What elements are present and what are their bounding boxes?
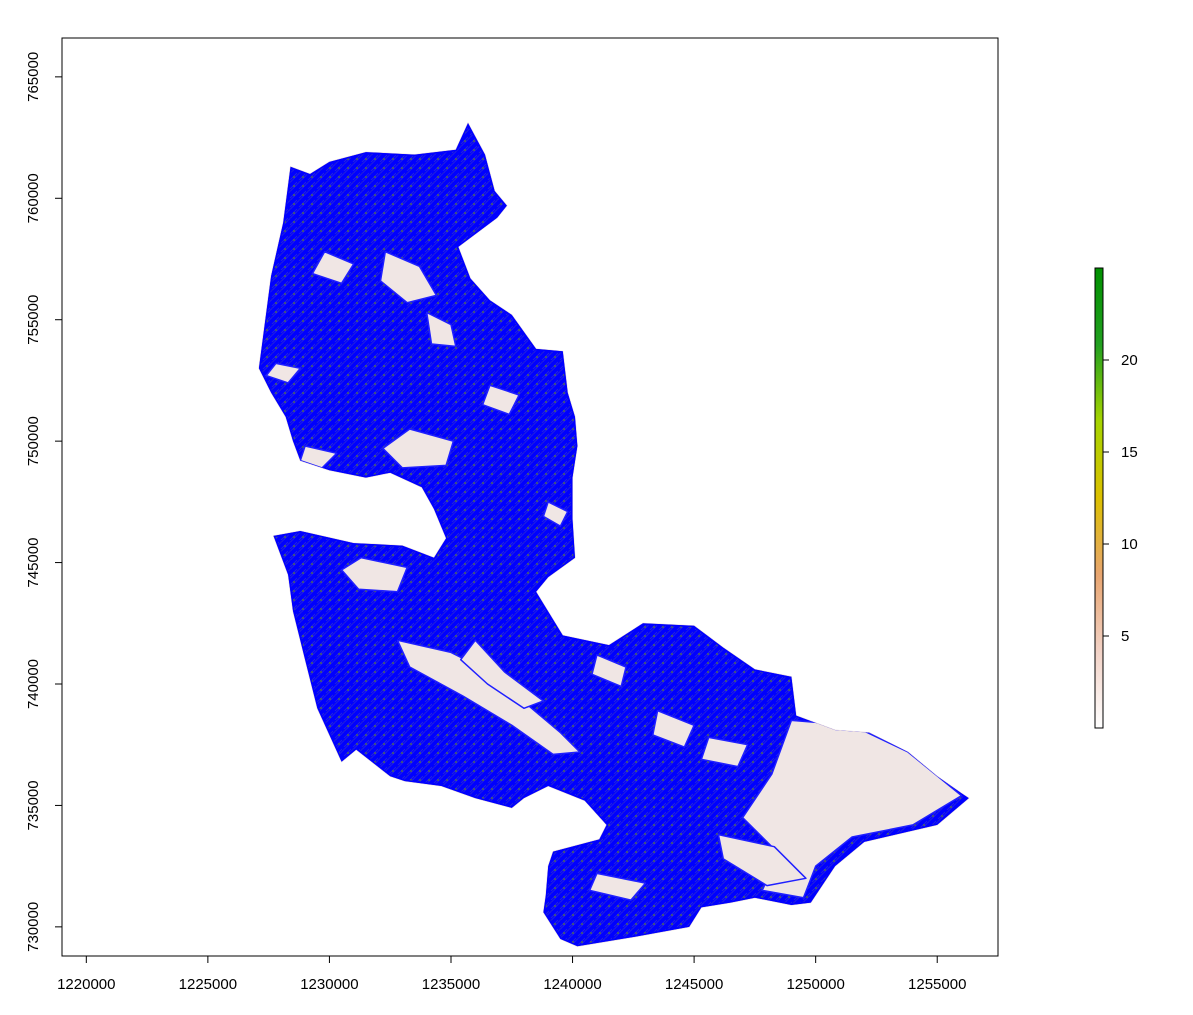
y-tick-label: 730000 <box>25 902 42 952</box>
y-axis: 730000 735000 740000 745000 750000 755000 7600… <box>25 52 63 952</box>
uncovered-area <box>717 833 807 887</box>
uncovered-area <box>588 872 647 901</box>
y-tick-label: 760000 <box>25 173 42 223</box>
x-axis: 1220000 1225000 1230000 1235000 1240000 12450… <box>57 955 966 993</box>
legend-tick-label: 20 <box>1121 352 1138 369</box>
uncovered-area <box>379 250 438 304</box>
uncovered-area <box>425 311 457 348</box>
uncovered-area <box>340 556 408 593</box>
x-tick-label: 1220000 <box>57 976 115 993</box>
y-tick-label: 735000 <box>25 780 42 830</box>
y-tick-label: 765000 <box>25 52 42 102</box>
uncovered-areas <box>265 250 963 901</box>
uncovered-area <box>311 250 355 285</box>
uncovered-area <box>591 654 627 688</box>
legend-ticks: 5 10 15 20 <box>1103 352 1138 645</box>
uncovered-area <box>542 501 569 527</box>
uncovered-area <box>481 384 520 416</box>
y-tick-label: 750000 <box>25 416 42 466</box>
uncovered-area <box>741 719 963 899</box>
x-tick-label: 1240000 <box>543 976 601 993</box>
map-layer <box>258 121 970 947</box>
uncovered-area <box>382 428 455 469</box>
uncovered-area <box>265 362 302 384</box>
x-tick-label: 1245000 <box>665 976 723 993</box>
polygon-overlay <box>258 123 969 947</box>
uncovered-area <box>652 709 695 748</box>
x-tick-label: 1230000 <box>300 976 358 993</box>
x-tick-label: 1235000 <box>422 976 480 993</box>
x-tick-label: 1255000 <box>908 976 966 993</box>
legend-tick-label: 5 <box>1121 628 1129 645</box>
legend-tick-label: 15 <box>1121 444 1138 461</box>
legend-colorbar <box>1094 267 1104 729</box>
y-tick-label: 740000 <box>25 659 42 709</box>
color-legend: 5 10 15 20 <box>1094 267 1138 729</box>
uncovered-area <box>459 639 545 710</box>
legend-tick-label: 10 <box>1121 536 1138 553</box>
x-tick-label: 1225000 <box>179 976 237 993</box>
uncovered-area <box>700 736 749 768</box>
y-tick-label: 755000 <box>25 295 42 345</box>
x-tick-label: 1250000 <box>786 976 844 993</box>
y-tick-label: 745000 <box>25 538 42 588</box>
